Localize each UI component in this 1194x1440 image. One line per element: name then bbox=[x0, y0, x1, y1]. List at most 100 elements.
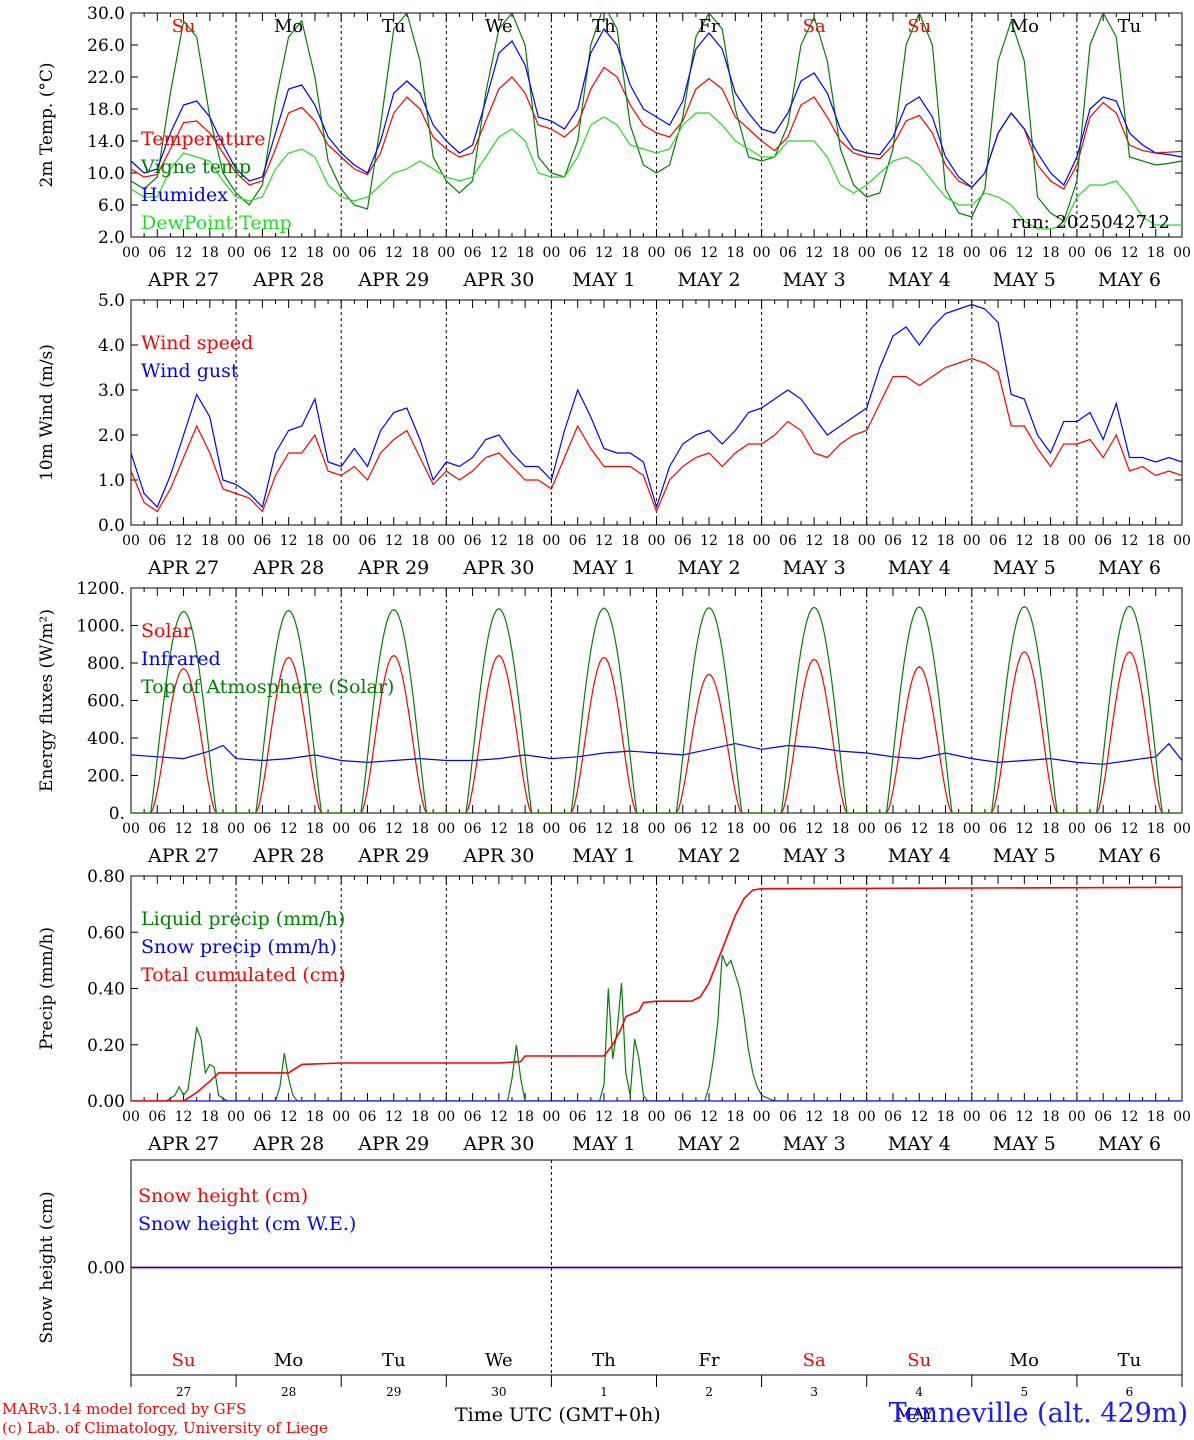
y-tick-label: 5.0 bbox=[98, 291, 125, 311]
hour-tick-label: 06 bbox=[359, 821, 377, 837]
hour-tick-label: 06 bbox=[1094, 533, 1112, 549]
weekday-label: Sa bbox=[803, 1350, 826, 1371]
hour-tick-label: 18 bbox=[1042, 533, 1060, 549]
hour-tick-label: 06 bbox=[779, 533, 797, 549]
date-label: MAY 4 bbox=[888, 269, 951, 291]
hour-tick-label: 18 bbox=[937, 533, 955, 549]
hour-tick-label: 12 bbox=[700, 245, 718, 261]
hour-tick-label: 12 bbox=[700, 533, 718, 549]
hour-tick-label: 06 bbox=[989, 245, 1007, 261]
hour-tick-label: 12 bbox=[490, 821, 508, 837]
hour-tick-label: 12 bbox=[490, 533, 508, 549]
hour-tick-label: 00 bbox=[542, 533, 560, 549]
hour-tick-label: 00 bbox=[648, 533, 666, 549]
hour-tick-label: 12 bbox=[595, 1109, 613, 1125]
hour-tick-label: 18 bbox=[621, 1109, 639, 1125]
y-tick-label: 400. bbox=[87, 729, 125, 749]
hour-tick-label: 00 bbox=[648, 1109, 666, 1125]
day-number-label: 2 bbox=[705, 1385, 713, 1399]
hour-tick-label: 00 bbox=[227, 821, 245, 837]
hour-tick-label: 06 bbox=[884, 1109, 902, 1125]
y-tick-label: 6.0 bbox=[98, 196, 125, 216]
weekday-label: Su bbox=[172, 1350, 196, 1371]
hour-tick-label: 06 bbox=[569, 245, 587, 261]
plot-frame bbox=[130, 299, 1183, 526]
panel-wind: 0.0 1.0 2.0 3.0 4.0 5.0 10m Wind (m/s) 00 06 12 18… bbox=[37, 291, 1191, 579]
legend-entry: Vigne temp bbox=[140, 156, 251, 178]
hour-tick-label: 12 bbox=[595, 821, 613, 837]
date-label: MAY 3 bbox=[783, 845, 846, 867]
y-tick-label: 0.60 bbox=[87, 923, 125, 943]
hour-tick-label: 06 bbox=[884, 245, 902, 261]
hour-tick-label: 06 bbox=[674, 821, 692, 837]
series-group bbox=[131, 605, 1182, 813]
hour-tick-label: 06 bbox=[359, 533, 377, 549]
hour-tick-label: 18 bbox=[1147, 1109, 1165, 1125]
date-label: MAY 3 bbox=[783, 1133, 846, 1155]
hour-tick-label: 12 bbox=[280, 245, 298, 261]
hour-tick-label: 06 bbox=[253, 533, 271, 549]
y-tick-label: 2.0 bbox=[98, 426, 125, 446]
y-tick-label: 0.20 bbox=[87, 1036, 125, 1056]
hour-tick-label: 00 bbox=[437, 1109, 455, 1125]
hour-tick-label: 00 bbox=[332, 245, 350, 261]
date-label: APR 29 bbox=[357, 269, 429, 291]
hour-tick-label: 12 bbox=[910, 533, 928, 549]
series-line-wind-gust bbox=[131, 303, 1182, 510]
date-label: APR 28 bbox=[252, 1133, 324, 1155]
date-label: APR 29 bbox=[357, 1133, 429, 1155]
hour-tick-label: 18 bbox=[1147, 245, 1165, 261]
y-axis-label: Precip (mm/h) bbox=[37, 927, 57, 1050]
hour-tick-label: 12 bbox=[1015, 245, 1033, 261]
hour-tick-label: 00 bbox=[753, 1109, 771, 1125]
date-label: APR 28 bbox=[252, 557, 324, 579]
weekday-label: Su bbox=[907, 1350, 931, 1371]
panel-snow: 0.00 Snow height (cm) Snow height (cm) Snow… bbox=[37, 1159, 1183, 1399]
y-tick-label: 22.0 bbox=[87, 68, 125, 88]
date-label: MAY 1 bbox=[572, 269, 635, 291]
hour-tick-label: 12 bbox=[910, 245, 928, 261]
hour-tick-label: 00 bbox=[753, 821, 771, 837]
hour-tick-label: 18 bbox=[832, 1109, 850, 1125]
hour-tick-label: 12 bbox=[700, 821, 718, 837]
date-label: APR 30 bbox=[462, 1133, 534, 1155]
date-label: APR 30 bbox=[462, 269, 534, 291]
hour-tick-label: 18 bbox=[306, 821, 324, 837]
hour-tick-label: 18 bbox=[726, 821, 744, 837]
y-tick-label: 4.0 bbox=[98, 336, 125, 356]
y-axis-label: Snow height (cm) bbox=[37, 1191, 57, 1343]
hour-tick-label: 00 bbox=[1173, 821, 1191, 837]
hour-tick-label: 00 bbox=[542, 1109, 560, 1125]
hour-tick-label: 12 bbox=[490, 245, 508, 261]
y-tick-label: 600. bbox=[87, 692, 125, 712]
hour-tick-label: 06 bbox=[674, 245, 692, 261]
hour-tick-label: 18 bbox=[621, 821, 639, 837]
y-tick-label: 18.0 bbox=[87, 100, 125, 120]
y-tick-label: 10.0 bbox=[87, 164, 125, 184]
hour-tick-label: 00 bbox=[437, 245, 455, 261]
hour-tick-label: 18 bbox=[832, 821, 850, 837]
hour-tick-label: 18 bbox=[306, 533, 324, 549]
series-line-top-of-atmosphere-solar- bbox=[131, 605, 1182, 813]
hour-tick-label: 12 bbox=[805, 1109, 823, 1125]
station-name: Tenneville (alt. 429m) bbox=[888, 1398, 1188, 1429]
date-label: APR 27 bbox=[147, 845, 219, 867]
panel-energy: 0. 200. 400. 600. 800. 1000. 1200. Energy fluxe… bbox=[37, 579, 1191, 867]
weekday-label: Mo bbox=[274, 1350, 303, 1371]
date-label: MAY 6 bbox=[1098, 557, 1161, 579]
hour-tick-label: 00 bbox=[753, 245, 771, 261]
hour-tick-label: 00 bbox=[648, 821, 666, 837]
lab-credit: (c) Lab. of Climatology, University of L… bbox=[2, 1419, 328, 1437]
date-label: MAY 2 bbox=[678, 845, 741, 867]
series-line-humidex bbox=[131, 27, 1182, 189]
hour-tick-label: 12 bbox=[385, 821, 403, 837]
y-tick-label: 0.40 bbox=[87, 980, 125, 1000]
y-tick-label: 0.0 bbox=[98, 516, 125, 536]
hour-tick-label: 18 bbox=[937, 821, 955, 837]
date-label: MAY 4 bbox=[888, 557, 951, 579]
weekday-label: Mo bbox=[1010, 16, 1039, 37]
panel-precip: 0.00 0.20 0.40 0.60 0.80 Precip (mm/h) 00 06 12 1… bbox=[37, 867, 1191, 1155]
legend-entry: Humidex bbox=[141, 184, 228, 206]
hour-tick-label: 12 bbox=[1015, 821, 1033, 837]
